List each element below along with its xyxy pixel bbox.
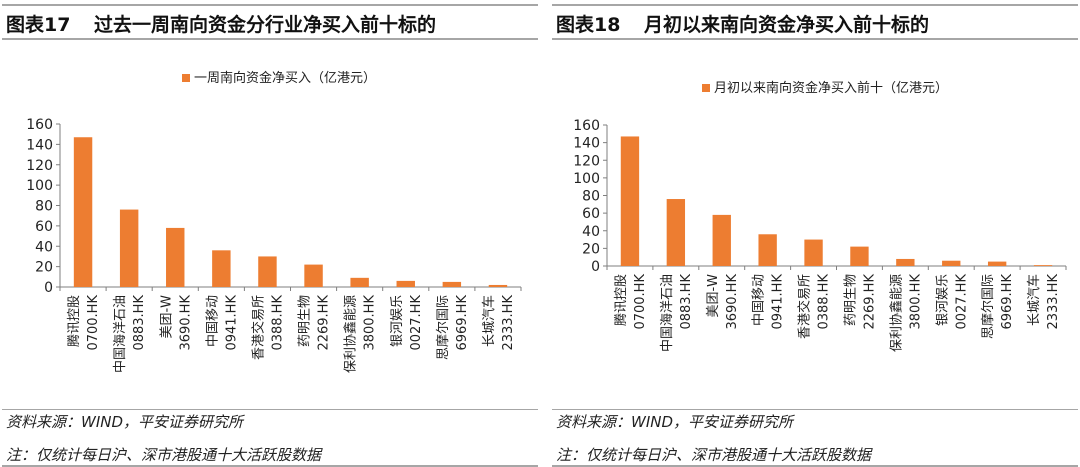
x-category-code: 0700.HK — [633, 274, 648, 330]
x-category-name: 长城汽车 — [1026, 274, 1042, 326]
y-tick-label: 20 — [35, 260, 53, 276]
x-category-code: 2269.HK — [317, 295, 332, 351]
figure-number: 图表18 — [556, 14, 621, 36]
figure-title: 过去一周南向资金分行业净买入前十标的 — [94, 14, 437, 36]
x-category-code: 3690.HK — [178, 295, 193, 351]
source-text: 资料来源：WIND，平安证券研究所 — [6, 413, 244, 431]
y-tick-label: 60 — [35, 219, 53, 235]
y-tick-label: 140 — [573, 136, 600, 152]
bar — [304, 264, 323, 287]
y-tick-label: 120 — [573, 153, 600, 169]
x-category-name: 思摩尔国际 — [435, 295, 451, 360]
legend-swatch — [702, 84, 710, 92]
x-category-code: 0883.HK — [132, 295, 147, 351]
bar — [758, 234, 777, 266]
y-tick-label: 160 — [26, 117, 53, 133]
figure-header: 图表17 过去一周南向资金分行业净买入前十标的 — [2, 4, 538, 40]
bar — [258, 256, 277, 287]
x-category-code: 6969.HK — [455, 295, 470, 351]
x-category-name: 药明生物 — [298, 295, 313, 347]
bar — [212, 250, 231, 287]
x-category-name: 银河娱乐 — [935, 274, 950, 326]
x-category-name: 中国移动 — [205, 295, 220, 347]
x-category-code: 2333.HK — [1046, 274, 1061, 330]
x-category-code: 2333.HK — [501, 295, 516, 351]
bar — [119, 209, 139, 287]
x-category-name: 腾讯控股 — [613, 274, 629, 326]
bar — [166, 227, 185, 287]
x-category-code: 2269.HK — [862, 274, 877, 330]
x-category-code: 3800.HK — [908, 274, 923, 330]
x-category-name: 思摩尔国际 — [980, 274, 996, 339]
x-category-code: 0883.HK — [679, 274, 694, 330]
x-category-code: 0388.HK — [817, 274, 832, 330]
x-category-code: 0388.HK — [270, 295, 285, 351]
bar — [712, 214, 731, 266]
y-tick-label: 100 — [573, 171, 600, 187]
bar — [442, 281, 462, 287]
y-tick-label: 100 — [26, 178, 53, 194]
bar — [942, 260, 961, 266]
figure-number: 图表17 — [6, 14, 71, 36]
x-category-name: 美团-W — [159, 295, 174, 339]
x-category-code: 0700.HK — [86, 295, 101, 351]
y-tick-label: 40 — [35, 239, 53, 255]
y-tick-label: 0 — [591, 259, 600, 275]
y-tick-label: 20 — [582, 241, 600, 257]
bar — [73, 137, 93, 287]
x-category-code: 0941.HK — [224, 295, 239, 351]
x-category-code: 0027.HK — [409, 295, 424, 351]
y-tick-label: 0 — [44, 280, 53, 296]
figure-18-panel: 图表18 月初以来南向资金净买入前十标的 月初以来南向资金净买入前十（亿港元） 0… — [552, 0, 1078, 467]
x-category-code: 0027.HK — [954, 274, 969, 330]
x-category-code: 3800.HK — [363, 295, 378, 351]
y-tick-label: 160 — [573, 118, 600, 134]
figure-footer: 资料来源：WIND，平安证券研究所 注：仅统计每日沪、深市港股通十大活跃股数据 — [2, 409, 538, 467]
x-category-name: 中国移动 — [752, 274, 767, 326]
legend-label: 一周南向资金净买入（亿港元） — [194, 70, 376, 86]
x-category-name: 香港交易所 — [250, 295, 266, 360]
y-tick-label: 40 — [582, 224, 600, 240]
bar — [488, 284, 508, 287]
bar — [896, 258, 915, 266]
y-tick-label: 80 — [582, 189, 600, 205]
note-text: 注：仅统计每日沪、深市港股通十大活跃股数据 — [556, 446, 872, 464]
x-category-code: 0941.HK — [771, 274, 786, 330]
x-category-name: 保利协鑫能源 — [343, 295, 359, 373]
x-category-name: 美团-W — [706, 274, 721, 318]
y-tick-label: 80 — [35, 199, 53, 215]
y-tick-label: 140 — [26, 137, 53, 153]
figure-17-panel: 图表17 过去一周南向资金分行业净买入前十标的 一周南向资金净买入（亿港元） 0 2… — [2, 0, 538, 467]
legend-label: 月初以来南向资金净买入前十（亿港元） — [714, 80, 948, 96]
x-category-code: 6969.HK — [1000, 274, 1015, 330]
x-category-name: 银河娱乐 — [390, 295, 405, 347]
y-tick-label: 120 — [26, 158, 53, 174]
bar — [396, 280, 415, 287]
x-category-name: 腾讯控股 — [66, 295, 82, 347]
figure-title: 月初以来南向资金净买入前十标的 — [644, 14, 930, 36]
figure-header: 图表18 月初以来南向资金净买入前十标的 — [552, 4, 1078, 40]
bar — [620, 136, 640, 266]
y-tick-label: 60 — [582, 206, 600, 222]
bar — [666, 199, 686, 266]
source-text: 资料来源：WIND，平安证券研究所 — [556, 413, 794, 431]
note-text: 注：仅统计每日沪、深市港股通十大活跃股数据 — [6, 446, 322, 464]
x-category-name: 中国海洋石油 — [660, 274, 675, 352]
bar — [804, 239, 823, 266]
x-category-name: 中国海洋石油 — [113, 295, 128, 373]
bar — [350, 277, 369, 287]
bar — [987, 261, 1007, 266]
figure-footer: 资料来源：WIND，平安证券研究所 注：仅统计每日沪、深市港股通十大活跃股数据 — [552, 409, 1078, 467]
legend-swatch — [182, 74, 190, 82]
x-category-name: 香港交易所 — [797, 274, 813, 339]
x-category-name: 药明生物 — [843, 274, 858, 326]
x-category-name: 长城汽车 — [481, 295, 497, 347]
bar — [850, 246, 869, 266]
x-category-name: 保利协鑫能源 — [888, 274, 904, 352]
x-category-code: 3690.HK — [725, 274, 740, 330]
bar — [1033, 265, 1053, 266]
